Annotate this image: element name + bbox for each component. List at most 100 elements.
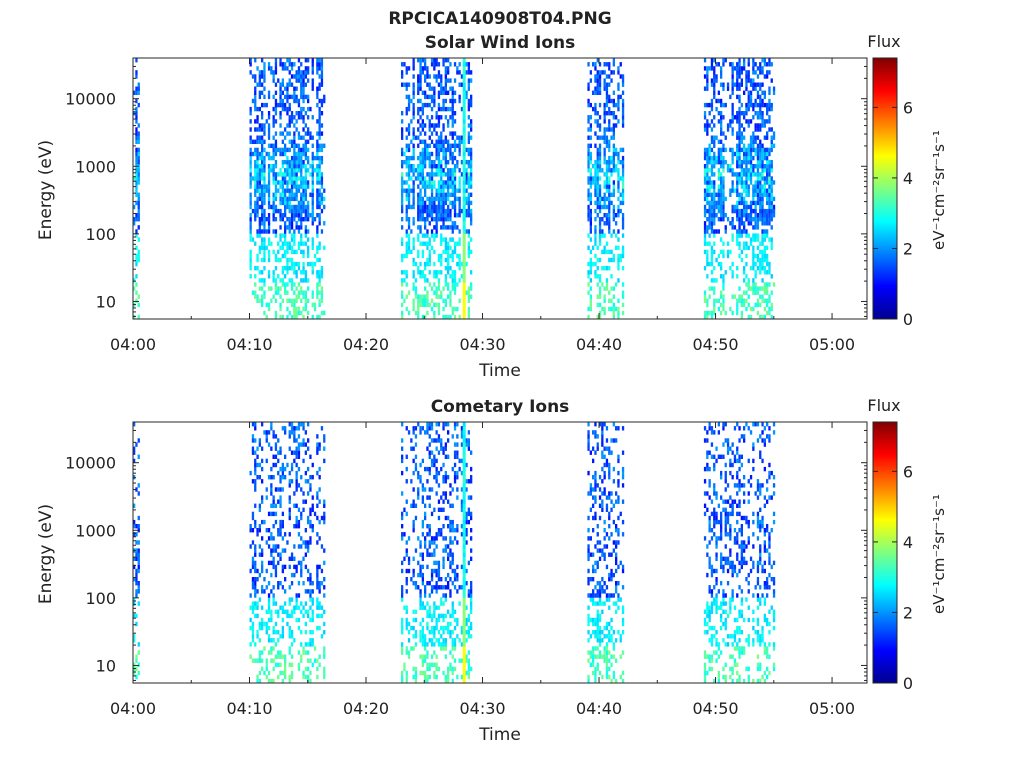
heatmap-cell bbox=[254, 127, 257, 132]
heatmap-cell bbox=[300, 564, 303, 570]
heatmap-cell bbox=[274, 442, 278, 447]
heatmap-cell bbox=[290, 143, 294, 148]
heatmap-cell bbox=[768, 310, 771, 316]
heatmap-cell bbox=[249, 119, 252, 124]
heatmap-cell bbox=[300, 82, 303, 87]
heatmap-cell bbox=[254, 564, 257, 570]
heatmap-cell bbox=[249, 192, 252, 197]
heatmap-cell bbox=[470, 200, 473, 206]
heatmap-cell bbox=[419, 241, 422, 246]
heatmap-cell bbox=[407, 237, 411, 242]
heatmap-cell bbox=[304, 213, 307, 218]
heatmap-cell bbox=[713, 241, 716, 246]
heatmap-cell bbox=[286, 261, 289, 267]
heatmap-cell bbox=[749, 266, 753, 271]
heatmap-cell bbox=[444, 646, 447, 651]
heatmap-cell bbox=[740, 180, 743, 185]
heatmap-cell bbox=[752, 168, 755, 173]
heatmap-cell bbox=[456, 454, 459, 459]
heatmap-cell bbox=[279, 499, 282, 504]
heatmap-cell bbox=[587, 160, 590, 165]
heatmap-cell bbox=[401, 290, 404, 295]
heatmap-cell bbox=[426, 151, 429, 157]
heatmap-cell bbox=[453, 200, 457, 206]
heatmap-cell bbox=[706, 164, 709, 169]
heatmap-cell bbox=[731, 261, 734, 267]
heatmap-cell bbox=[405, 270, 408, 275]
heatmap-cell bbox=[277, 650, 280, 655]
heatmap-cell bbox=[249, 261, 252, 267]
heatmap-cell bbox=[462, 257, 466, 263]
heatmap-cell bbox=[249, 160, 252, 165]
heatmap-cell bbox=[733, 204, 737, 210]
heatmap-cell bbox=[456, 143, 459, 148]
heatmap-cell bbox=[747, 151, 750, 157]
heatmap-cell bbox=[302, 499, 305, 504]
heatmap-cell bbox=[756, 310, 760, 316]
heatmap-cell bbox=[759, 98, 762, 104]
heatmap-cell bbox=[135, 168, 138, 173]
heatmap-cell bbox=[617, 66, 620, 71]
heatmap-cell bbox=[414, 135, 418, 140]
heatmap-cell bbox=[440, 176, 443, 181]
heatmap-cell bbox=[428, 662, 431, 667]
heatmap-cell bbox=[442, 221, 445, 226]
heatmap-cell bbox=[254, 172, 257, 177]
heatmap-cell bbox=[304, 180, 307, 185]
heatmap-cell bbox=[300, 515, 303, 521]
heatmap-cell bbox=[453, 164, 457, 169]
heatmap-cell bbox=[256, 678, 259, 684]
heatmap-cell bbox=[743, 208, 746, 214]
heatmap-cell bbox=[462, 180, 466, 185]
heatmap-cell bbox=[440, 241, 443, 246]
heatmap-cell bbox=[772, 180, 776, 185]
heatmap-cell bbox=[435, 466, 438, 472]
heatmap-cell bbox=[290, 204, 294, 210]
heatmap-cell bbox=[414, 176, 418, 181]
heatmap-cell bbox=[467, 290, 470, 295]
heatmap-cell bbox=[412, 519, 415, 525]
heatmap-cell bbox=[722, 188, 725, 193]
heatmap-cell bbox=[286, 306, 289, 312]
heatmap-cell bbox=[297, 454, 301, 459]
heatmap-cell bbox=[263, 290, 266, 295]
heatmap-cell bbox=[401, 536, 404, 541]
heatmap-cell bbox=[288, 115, 291, 120]
heatmap-cell bbox=[617, 168, 620, 173]
heatmap-cell bbox=[284, 282, 287, 287]
heatmap-cell bbox=[437, 200, 441, 206]
heatmap-cell bbox=[435, 532, 438, 537]
heatmap-cell bbox=[254, 217, 257, 222]
heatmap-cell bbox=[267, 593, 271, 598]
heatmap-cell bbox=[715, 106, 718, 112]
heatmap-cell bbox=[759, 139, 762, 144]
colorbar-tick-label: 2 bbox=[903, 239, 913, 258]
heatmap-cell bbox=[433, 613, 436, 619]
heatmap-cell bbox=[261, 617, 264, 623]
heatmap-cell bbox=[277, 78, 280, 83]
heatmap-cell bbox=[263, 253, 266, 259]
heatmap-cell bbox=[759, 66, 762, 71]
heatmap-cell bbox=[447, 180, 450, 185]
heatmap-cell bbox=[286, 290, 289, 295]
heatmap-cell bbox=[703, 188, 707, 193]
heatmap-cell bbox=[720, 192, 723, 197]
heatmap-cell bbox=[424, 160, 427, 165]
heatmap-cell bbox=[428, 442, 431, 447]
heatmap-cell bbox=[297, 426, 301, 431]
heatmap-cell bbox=[449, 213, 452, 218]
heatmap-cell bbox=[724, 58, 727, 63]
heatmap-cell bbox=[738, 155, 741, 161]
heatmap-cell bbox=[601, 266, 604, 271]
heatmap-cell bbox=[256, 294, 259, 299]
heatmap-cell bbox=[462, 266, 466, 271]
heatmap-cell bbox=[449, 200, 452, 206]
heatmap-cell bbox=[302, 184, 305, 189]
heatmap-cell bbox=[419, 168, 422, 173]
heatmap-cell bbox=[249, 249, 252, 255]
heatmap-cell bbox=[412, 62, 415, 67]
heatmap-cell bbox=[462, 237, 466, 242]
heatmap-cell bbox=[302, 70, 305, 75]
heatmap-cell bbox=[323, 654, 326, 659]
heatmap-cell bbox=[437, 617, 441, 623]
